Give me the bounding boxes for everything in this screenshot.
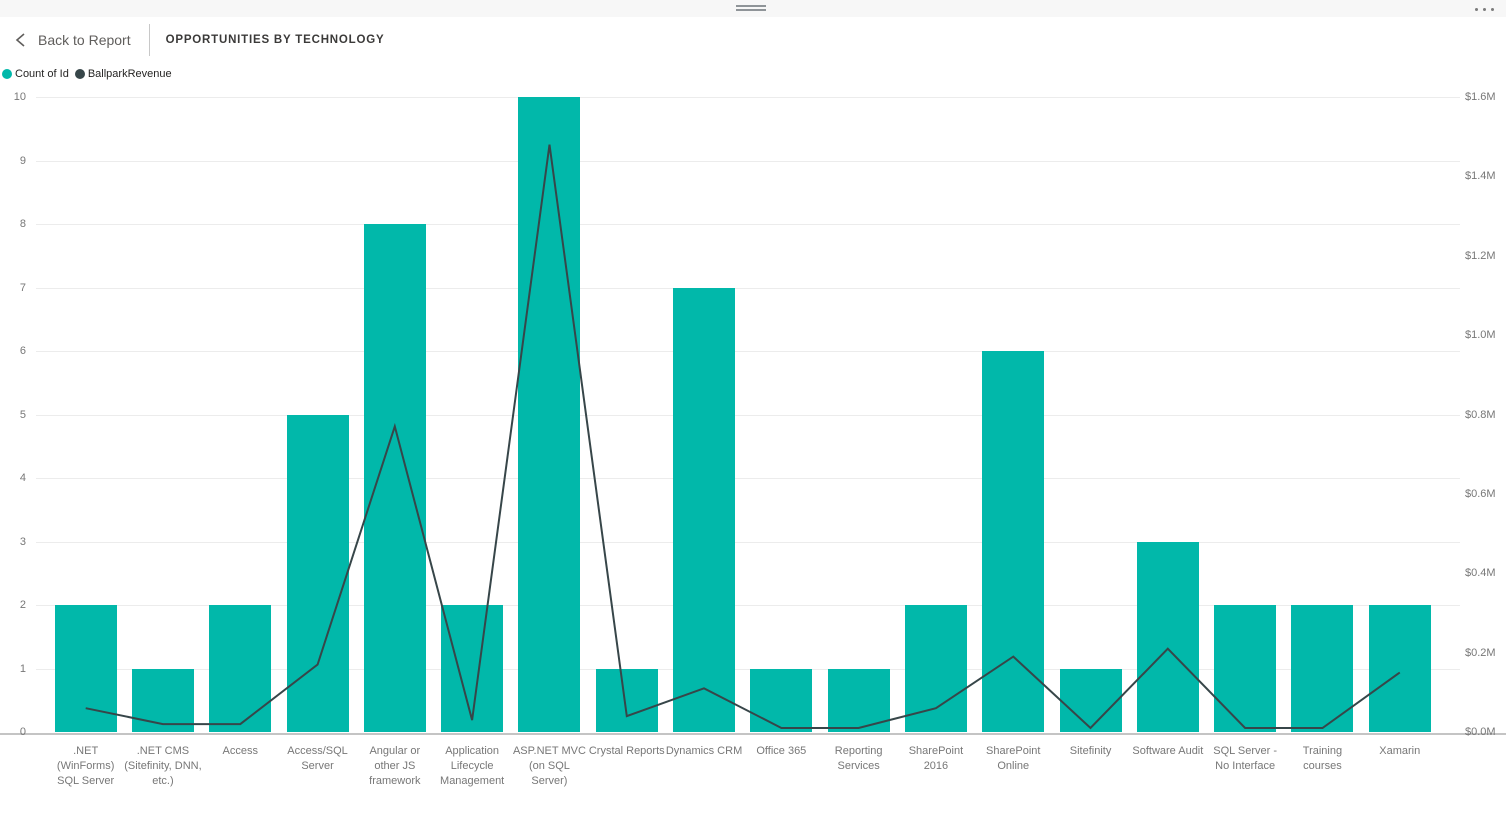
legend-dot-icon [74, 69, 85, 79]
bar[interactable] [904, 605, 967, 732]
left-axis-tick-label: 3 [19, 535, 26, 548]
focus-mode-titlebar [0, 0, 1506, 17]
x-axis-category-label: Crystal Reports [588, 745, 665, 757]
x-axis-category-label: Software Audit [1132, 745, 1204, 757]
x-axis-category-label: Dynamics CRM [665, 745, 743, 757]
bar[interactable] [1059, 668, 1122, 732]
gridline [36, 605, 1460, 606]
bar[interactable] [673, 287, 736, 732]
x-axis-category-label: Application Lifecycle Management [440, 745, 505, 787]
x-axis-category-label: Access/SQL Server [287, 745, 348, 772]
bar[interactable] [363, 224, 426, 732]
gridline [36, 97, 1460, 98]
left-axis-tick-label: 8 [19, 218, 26, 230]
chart-legend: Count of Id BallparkRevenue [2, 68, 178, 80]
x-axis-category-label: .NET (WinForms) SQL Server [56, 745, 115, 787]
bar[interactable] [982, 351, 1045, 732]
left-axis-tick-label: 5 [19, 408, 26, 421]
header: Back to Report OPPORTUNITIES BY TECHNOLO… [0, 17, 1506, 62]
x-axis-category-label: SharePoint 2016 [908, 745, 964, 772]
gridline [36, 287, 1460, 289]
x-axis-category-label: Training courses [1302, 745, 1343, 772]
x-axis-category-label: Angular or other JS framework [369, 745, 421, 787]
ellipsis-icon [1483, 8, 1486, 11]
legend-item[interactable]: BallparkRevenue [74, 68, 172, 80]
left-axis-tick-label: 0 [19, 726, 26, 738]
right-axis-tick-label: $0.0M [1465, 726, 1496, 738]
x-axis-category-label: SQL Server - No Interface [1213, 745, 1278, 772]
legend-item[interactable]: Count of Id [2, 68, 69, 80]
more-options-button[interactable] [1473, 6, 1496, 13]
bar[interactable] [595, 668, 658, 732]
gridline [36, 351, 1460, 352]
ellipsis-icon [1491, 8, 1494, 11]
gridline [36, 414, 1460, 416]
back-to-report-button[interactable]: Back to Report [14, 32, 131, 48]
right-axis-tick-label: $0.8M [1465, 408, 1496, 421]
drag-handle-icon[interactable] [736, 5, 766, 13]
ellipsis-icon [1475, 8, 1478, 11]
right-axis-tick-label: $1.6M [1465, 91, 1496, 103]
x-axis-category-label: Reporting Services [834, 745, 883, 772]
gridline [36, 478, 1460, 479]
x-axis-category-label: Xamarin [1379, 745, 1421, 757]
revenue-line[interactable] [85, 144, 1401, 730]
bar[interactable] [441, 605, 504, 732]
gridline [36, 668, 1460, 670]
legend-label: Count of Id [15, 68, 69, 80]
x-axis-category-label: ASP.NET MVC (on SQL Server) [512, 745, 586, 787]
header-divider [148, 23, 150, 56]
back-to-report-label: Back to Report [38, 31, 131, 48]
bar[interactable] [1291, 605, 1354, 732]
bar[interactable] [209, 605, 272, 732]
x-axis-category-label: SharePoint Online [986, 745, 1041, 772]
right-axis-tick-label: $0.4M [1465, 567, 1496, 580]
page-title: OPPORTUNITIES BY TECHNOLOGY [165, 33, 385, 46]
bar[interactable] [750, 668, 813, 732]
bar[interactable] [518, 97, 581, 732]
x-axis-category-label: .NET CMS (Sitefinity, DNN, etc.) [124, 745, 202, 787]
x-axis-category-label: Office 365 [756, 745, 807, 757]
x-axis-category-label: Access [222, 745, 258, 757]
left-axis-tick-label: 7 [19, 281, 26, 294]
x-axis-line [0, 733, 1506, 735]
chevron-left-icon [15, 32, 25, 47]
left-axis-tick-label: 2 [19, 599, 26, 611]
gridline [36, 541, 1460, 543]
left-axis-tick-label: 4 [19, 472, 26, 484]
bar[interactable] [286, 414, 349, 732]
gridline [36, 224, 1460, 225]
bar[interactable] [1136, 541, 1199, 732]
bar[interactable] [131, 668, 194, 732]
bar[interactable] [827, 668, 890, 732]
right-axis-tick-label: $1.2M [1465, 249, 1496, 262]
legend-dot-icon [2, 69, 12, 79]
gridline [36, 160, 1460, 162]
bar[interactable] [54, 605, 117, 732]
x-axis-category-label: Sitefinity [1069, 745, 1112, 757]
left-axis-tick-label: 1 [19, 662, 26, 675]
right-axis-tick-label: $1.0M [1465, 329, 1496, 342]
bar[interactable] [1368, 605, 1431, 732]
right-axis-tick-label: $0.2M [1465, 646, 1496, 659]
right-axis-tick-label: $1.4M [1465, 170, 1496, 183]
left-axis-tick-label: 9 [19, 154, 26, 167]
right-axis-tick-label: $0.6M [1465, 487, 1496, 500]
left-axis-tick-label: 6 [19, 345, 26, 357]
left-axis-tick-label: 10 [13, 91, 26, 103]
bar[interactable] [1214, 605, 1277, 732]
legend-label: BallparkRevenue [87, 68, 172, 80]
